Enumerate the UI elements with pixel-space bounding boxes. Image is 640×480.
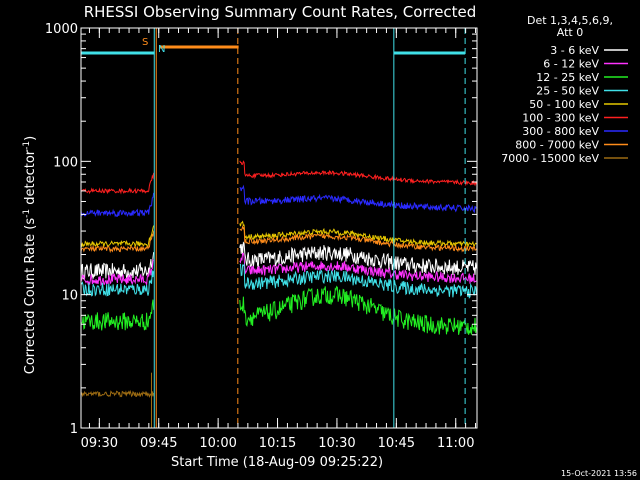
y-tick-label: 1 — [70, 422, 78, 437]
y-tick-label: 100 — [53, 155, 78, 170]
legend-header: Att 0 — [557, 26, 583, 39]
series-line-6 — [81, 184, 477, 218]
x-tick-label: 11:00 — [437, 436, 474, 451]
x-axis-label: Start Time (18-Aug-09 09:25:22) — [171, 455, 383, 470]
legend-label: 300 - 800 keV — [522, 125, 599, 138]
x-tick-label: 10:45 — [378, 436, 415, 451]
plot-clipped — [81, 28, 477, 428]
y-axis-label-sup: -1 — [22, 209, 32, 218]
x-tick-label: 10:00 — [199, 436, 236, 451]
legend-label: 100 - 300 keV — [522, 112, 599, 125]
legend-header: Det 1,3,4,5,6,9, — [527, 14, 613, 27]
series-line-7 — [81, 225, 477, 254]
series-line-0 — [81, 241, 477, 280]
plot-frame — [80, 27, 478, 429]
y-tick-label: 1000 — [45, 22, 78, 37]
x-tick-label: 09:30 — [81, 436, 118, 451]
y-axis-label-part: detector — [23, 149, 38, 209]
legend-label: 25 - 50 keV — [536, 85, 599, 98]
axes: 1 10 100 1000 09:30 09:45 10:00 10:15 10:30 10:45… — [45, 22, 478, 451]
y-axis-label: Corrected Count Rate (s-1 detector-1) — [22, 136, 38, 374]
series-line-1 — [81, 252, 477, 287]
plot-area — [81, 28, 477, 428]
legend-label: 50 - 100 keV — [529, 98, 599, 111]
legend-label: 6 - 12 keV — [543, 58, 599, 71]
y-axis-label-part: Corrected Count Rate (s — [23, 218, 38, 375]
series-line-4 — [81, 220, 477, 249]
legend-label: 12 - 25 keV — [536, 71, 599, 84]
x-tick-label: 09:45 — [140, 436, 177, 451]
timestamp: 15-Oct-2021 13:56 — [561, 469, 637, 478]
y-axis-label-part: ) — [23, 136, 38, 141]
legend-label: 800 - 7000 keV — [515, 139, 599, 152]
series-line-3 — [81, 263, 477, 299]
series-line-2 — [81, 285, 477, 335]
legend-label: 3 - 6 keV — [550, 44, 599, 57]
y-tick-label: 10 — [61, 289, 78, 304]
chart-title: RHESSI Observing Summary Count Rates, Co… — [84, 3, 477, 21]
x-tick-label: 10:15 — [259, 436, 296, 451]
legend-label: 7000 - 15000 keV — [501, 152, 599, 165]
series-line-8 — [81, 389, 155, 398]
saa-annotation: S — [142, 37, 148, 48]
y-axis-label-sup: -1 — [22, 141, 32, 150]
series-line-5 — [81, 160, 477, 195]
night-annotation: N — [158, 44, 165, 55]
x-tick-label: 10:30 — [318, 436, 355, 451]
